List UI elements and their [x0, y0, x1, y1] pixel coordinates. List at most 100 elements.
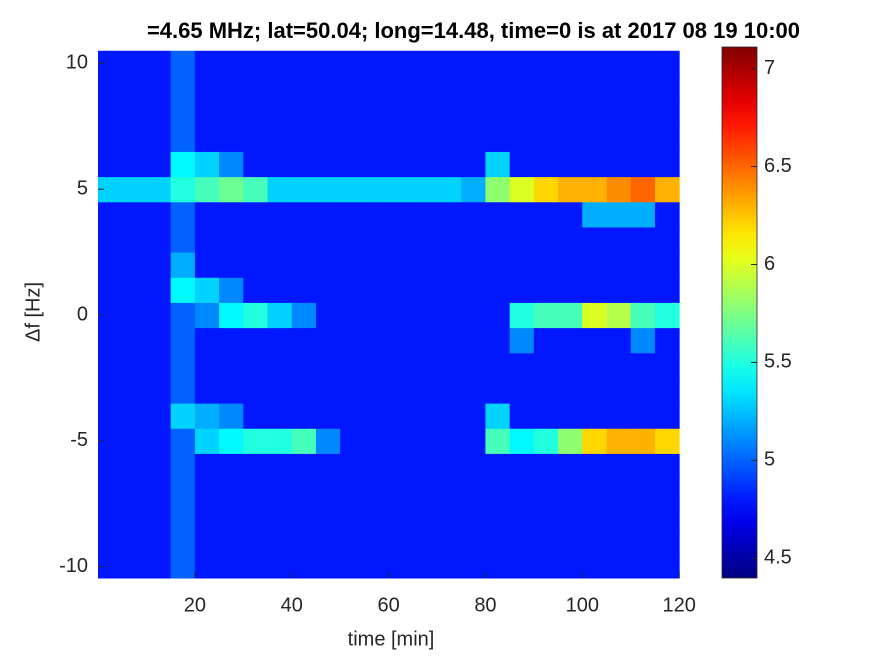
heatmap-cell: [388, 101, 414, 127]
heatmap-cell: [340, 277, 365, 303]
heatmap-cell: [412, 50, 438, 77]
heatmap-cell: [388, 377, 414, 404]
heatmap-cell: [606, 503, 632, 530]
heatmap-cell: [364, 377, 390, 404]
heatmap-cell: [219, 403, 244, 429]
heatmap-cell: [291, 252, 317, 278]
heatmap-cell: [533, 352, 559, 379]
colorbar-tick-label: 6.5: [764, 155, 792, 177]
heatmap-cell: [630, 403, 656, 429]
heatmap-cell: [533, 126, 559, 152]
heatmap-cell: [194, 528, 220, 555]
heatmap-cell: [291, 75, 317, 102]
heatmap-cell: [267, 503, 293, 530]
heatmap-cell: [267, 377, 293, 404]
heatmap-cell: [509, 277, 535, 303]
heatmap-cell: [437, 151, 462, 178]
heatmap-cell: [558, 226, 583, 253]
heatmap-cell: [558, 252, 583, 278]
heatmap-cell: [219, 126, 244, 152]
heatmap-cell: [533, 252, 559, 278]
heatmap-cell: [461, 226, 486, 253]
heatmap-cell: [267, 554, 293, 579]
heatmap-cell: [146, 377, 172, 404]
heatmap-cell: [461, 478, 486, 505]
heatmap-cell: [98, 252, 123, 278]
heatmap-cell: [654, 151, 680, 178]
heatmap-cell: [98, 478, 123, 505]
heatmap-cell: [582, 126, 608, 152]
heatmap-cell: [630, 252, 656, 278]
heatmap-cell: [437, 101, 462, 127]
heatmap-cell: [170, 75, 196, 102]
heatmap-cell: [388, 403, 414, 429]
heatmap-cell: [461, 302, 486, 329]
heatmap-cell: [437, 554, 462, 579]
heatmap-cell: [194, 478, 220, 505]
heatmap-cell: [606, 428, 632, 454]
heatmap-cell: [412, 428, 438, 454]
heatmap-cell: [485, 554, 511, 579]
heatmap-cell: [194, 126, 220, 152]
heatmap-cell: [654, 50, 680, 77]
heatmap-cell: [533, 50, 559, 77]
heatmap-cell: [122, 377, 147, 404]
heatmap-cell: [315, 277, 341, 303]
heatmap-cell: [461, 176, 486, 203]
heatmap-cell: [412, 478, 438, 505]
heatmap-cell: [630, 478, 656, 505]
heatmap-cell: [558, 75, 583, 102]
y-tick-label: 10: [66, 52, 88, 74]
heatmap-cell: [558, 302, 583, 329]
x-tick-label: 120: [662, 594, 695, 616]
heatmap-cell: [388, 176, 414, 203]
heatmap-cell: [315, 226, 341, 253]
heatmap-cell: [461, 554, 486, 579]
heatmap-cell: [122, 277, 147, 303]
heatmap-cell: [388, 478, 414, 505]
heatmap-cell: [509, 151, 535, 178]
heatmap-cell: [194, 554, 220, 579]
heatmap-cell: [630, 554, 656, 579]
heatmap-cell: [219, 352, 244, 379]
heatmap-cell: [170, 554, 196, 579]
heatmap-cell: [485, 277, 511, 303]
y-axis-label: Δf [Hz]: [22, 282, 44, 342]
heatmap-cell: [146, 478, 172, 505]
heatmap-cell: [485, 302, 511, 329]
heatmap-cell: [437, 302, 462, 329]
heatmap-cell: [291, 201, 317, 228]
heatmap-cell: [170, 176, 196, 203]
heatmap-cell: [461, 101, 486, 127]
heatmap-cell: [509, 252, 535, 278]
heatmap-cell: [291, 554, 317, 579]
heatmap-cell: [461, 403, 486, 429]
heatmap-cell: [412, 327, 438, 354]
heatmap-cell: [340, 101, 365, 127]
heatmap-cell: [558, 554, 583, 579]
heatmap-cell: [533, 176, 559, 203]
heatmap-cell: [98, 377, 123, 404]
heatmap-cell: [364, 554, 390, 579]
heatmap-cell: [340, 528, 365, 555]
x-tick-label: 60: [377, 594, 399, 616]
heatmap-cell: [654, 101, 680, 127]
heatmap-cell: [388, 75, 414, 102]
heatmap-cell: [509, 503, 535, 530]
heatmap-cell: [243, 478, 269, 505]
heatmap-cell: [219, 101, 244, 127]
heatmap-cell: [122, 302, 147, 329]
heatmap-cell: [98, 126, 123, 152]
y-tick-label: -10: [59, 555, 88, 577]
heatmap: [98, 50, 680, 579]
heatmap-cell: [267, 528, 293, 555]
heatmap-cell: [146, 528, 172, 555]
heatmap-cell: [485, 478, 511, 505]
heatmap-cell: [606, 75, 632, 102]
heatmap-cell: [582, 101, 608, 127]
heatmap-cell: [654, 453, 680, 480]
heatmap-cell: [558, 352, 583, 379]
heatmap-cell: [582, 478, 608, 505]
heatmap-cell: [122, 428, 147, 454]
heatmap-cell: [437, 352, 462, 379]
